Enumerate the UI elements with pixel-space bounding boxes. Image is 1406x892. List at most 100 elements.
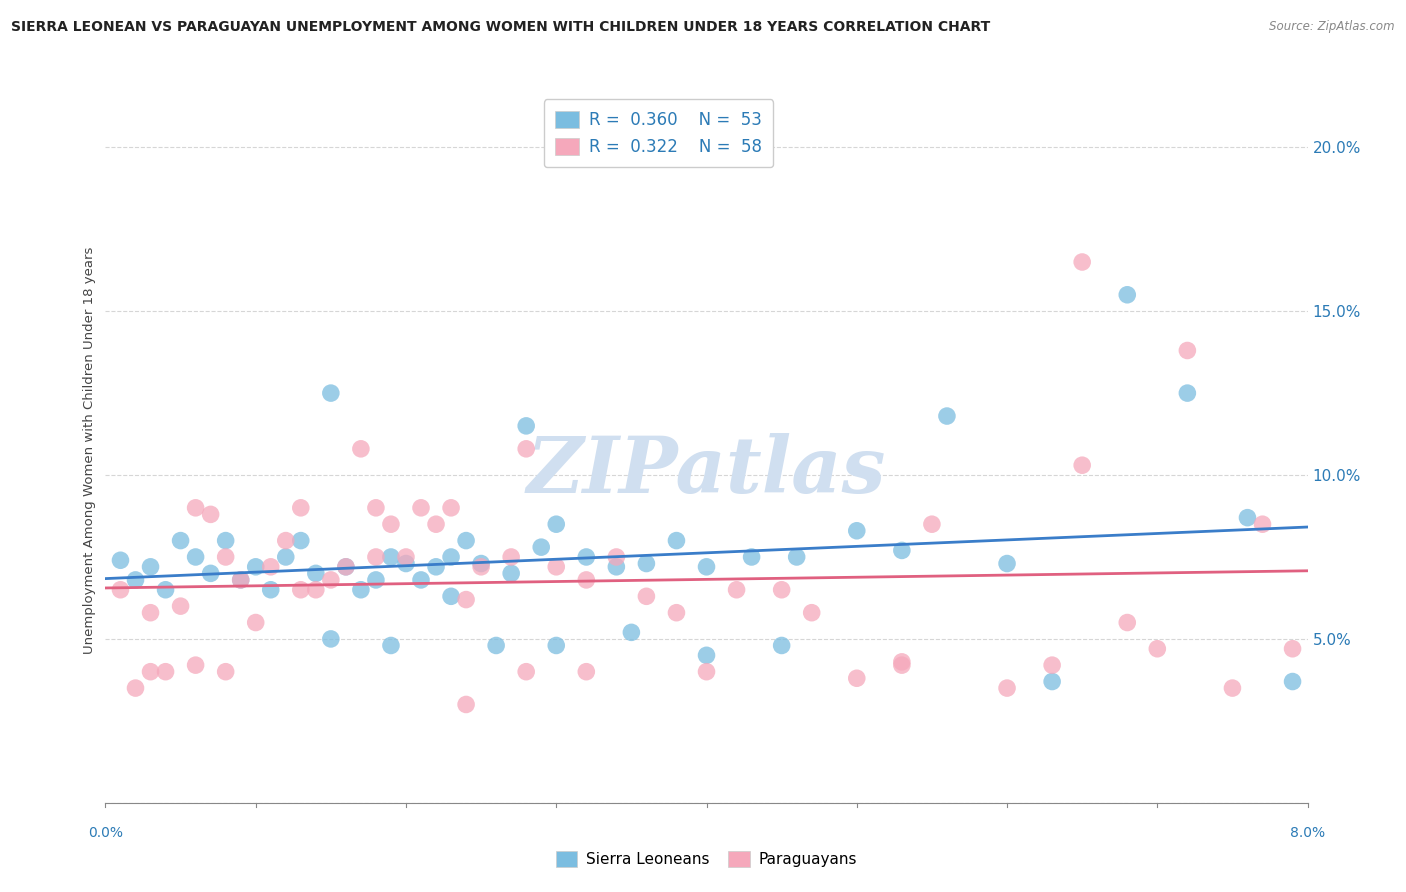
Point xyxy=(546,559,568,574)
Point xyxy=(546,517,568,532)
Point xyxy=(515,665,537,679)
Point xyxy=(380,639,402,653)
Point xyxy=(1116,287,1139,301)
Point xyxy=(890,543,912,558)
Point xyxy=(845,524,868,538)
Point xyxy=(605,559,627,574)
Point xyxy=(485,639,508,653)
Point xyxy=(214,549,236,564)
Point xyxy=(335,559,357,574)
Point xyxy=(409,573,432,587)
Point xyxy=(335,559,357,574)
Point xyxy=(245,559,267,574)
Point xyxy=(921,517,943,532)
Point xyxy=(696,665,718,679)
Point xyxy=(501,566,523,581)
Point xyxy=(380,549,402,564)
Point xyxy=(1040,674,1063,689)
Point xyxy=(155,665,177,679)
Point xyxy=(184,500,207,515)
Point xyxy=(110,553,132,567)
Point xyxy=(575,573,598,587)
Point xyxy=(155,582,177,597)
Legend: Sierra Leoneans, Paraguayans: Sierra Leoneans, Paraguayans xyxy=(547,842,866,876)
Point xyxy=(440,590,463,604)
Point xyxy=(350,442,373,456)
Point xyxy=(1222,681,1244,695)
Point xyxy=(274,533,297,548)
Point xyxy=(636,590,658,604)
Point xyxy=(1116,615,1139,630)
Point xyxy=(1146,641,1168,656)
Point xyxy=(229,573,252,587)
Point xyxy=(454,533,477,548)
Point xyxy=(290,533,312,548)
Point xyxy=(665,533,688,548)
Point xyxy=(770,582,793,597)
Point xyxy=(305,582,328,597)
Point xyxy=(290,582,312,597)
Point xyxy=(620,625,643,640)
Point xyxy=(364,549,387,564)
Point xyxy=(139,606,162,620)
Point xyxy=(696,559,718,574)
Point xyxy=(501,549,523,564)
Point xyxy=(425,559,447,574)
Text: 8.0%: 8.0% xyxy=(1291,826,1324,839)
Point xyxy=(425,517,447,532)
Point xyxy=(515,418,537,433)
Point xyxy=(1040,658,1063,673)
Point xyxy=(319,573,342,587)
Point xyxy=(380,517,402,532)
Point xyxy=(575,549,598,564)
Point xyxy=(890,658,912,673)
Point xyxy=(229,573,252,587)
Point xyxy=(995,557,1018,571)
Point xyxy=(274,549,297,564)
Point xyxy=(110,582,132,597)
Point xyxy=(214,533,236,548)
Text: SIERRA LEONEAN VS PARAGUAYAN UNEMPLOYMENT AMONG WOMEN WITH CHILDREN UNDER 18 YEA: SIERRA LEONEAN VS PARAGUAYAN UNEMPLOYMEN… xyxy=(11,20,990,34)
Point xyxy=(260,559,283,574)
Point xyxy=(845,671,868,685)
Point xyxy=(1281,641,1303,656)
Point xyxy=(364,573,387,587)
Y-axis label: Unemployment Among Women with Children Under 18 years: Unemployment Among Women with Children U… xyxy=(83,247,96,654)
Point xyxy=(1071,255,1094,269)
Point xyxy=(530,540,553,554)
Point xyxy=(139,559,162,574)
Point xyxy=(184,658,207,673)
Point xyxy=(169,599,191,614)
Point xyxy=(319,386,342,401)
Point xyxy=(200,508,222,522)
Point xyxy=(139,665,162,679)
Point xyxy=(184,549,207,564)
Point xyxy=(515,442,537,456)
Point xyxy=(395,549,418,564)
Point xyxy=(440,549,463,564)
Point xyxy=(245,615,267,630)
Point xyxy=(200,566,222,581)
Point xyxy=(290,500,312,515)
Text: Source: ZipAtlas.com: Source: ZipAtlas.com xyxy=(1270,20,1395,33)
Point xyxy=(409,500,432,515)
Point xyxy=(936,409,959,423)
Point xyxy=(395,557,418,571)
Point xyxy=(260,582,283,597)
Text: ZIPatlas: ZIPatlas xyxy=(527,434,886,510)
Point xyxy=(605,549,627,564)
Point xyxy=(770,639,793,653)
Point xyxy=(454,592,477,607)
Point xyxy=(890,655,912,669)
Point xyxy=(319,632,342,646)
Point xyxy=(1071,458,1094,473)
Point xyxy=(364,500,387,515)
Point xyxy=(1236,510,1258,524)
Point xyxy=(169,533,191,548)
Point xyxy=(665,606,688,620)
Point xyxy=(470,557,492,571)
Point xyxy=(1175,386,1198,401)
Point xyxy=(1175,343,1198,358)
Point xyxy=(124,681,146,695)
Point xyxy=(1251,517,1274,532)
